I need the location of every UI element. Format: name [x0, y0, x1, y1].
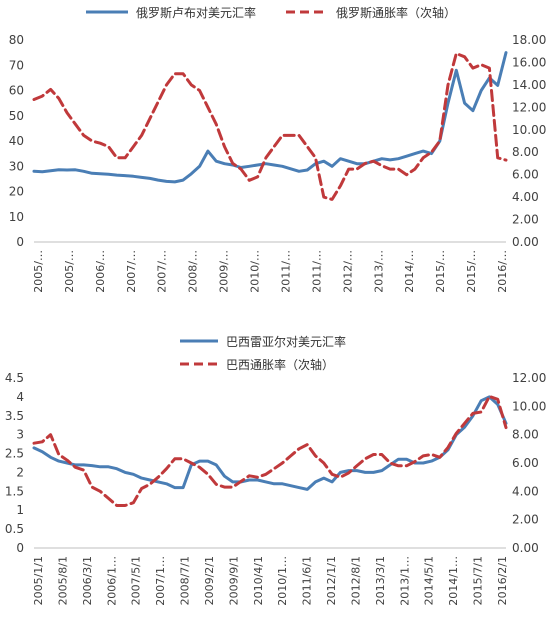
left-tick-label: 2.5 [5, 447, 24, 461]
right-tick-label: 0.00 [512, 541, 539, 555]
left-tick-label: 50 [9, 109, 24, 123]
x-tick-label: 2007/… [125, 250, 138, 293]
x-tick-label: 2005/8/1 [56, 556, 69, 605]
x-tick-label: 2012/… [341, 250, 354, 293]
right-tick-label: 18.00 [512, 33, 546, 47]
x-tick-label: 2006/1… [105, 556, 118, 606]
left-tick-label: 80 [9, 33, 24, 47]
x-tick-label: 2005/1/1 [32, 556, 45, 605]
x-tick-label: 2008/7/1 [179, 556, 192, 605]
legend-label-ruble: 俄罗斯卢布对美元汇率 [136, 5, 256, 20]
x-tick-label: 2009/9/1 [227, 556, 240, 605]
left-tick-label: 1.5 [5, 484, 24, 498]
left-tick-label: 10 [9, 210, 24, 224]
left-tick-label: 4 [16, 390, 24, 404]
x-tick-label: 2012/1/1 [325, 556, 338, 605]
x-tick-label: 2007/5/1 [130, 556, 143, 605]
inflation-line [32, 52, 508, 201]
right-tick-label: 10.00 [512, 399, 546, 413]
right-tick-label: 6.00 [512, 456, 539, 470]
x-tick-label: 2013/1… [398, 556, 411, 606]
x-axis-ticks: 2005/… 2005/… 2006/… 2007/… 2007/… 2008/… 2009… [32, 241, 509, 293]
right-tick-label: 4.00 [512, 190, 539, 204]
x-tick-label: 2011/… [310, 250, 323, 293]
x-tick-label: 2007/1… [154, 556, 167, 606]
x-tick-label: 2009/2/1 [203, 556, 216, 605]
right-tick-label: 2.00 [512, 213, 539, 227]
series-lines [32, 394, 508, 507]
right-tick-label: 12.00 [512, 371, 546, 385]
left-axis-ticks: 0 0.5 1 1.5 2 2.5 3 3.5 4 4.5 [5, 371, 24, 555]
x-tick-label: 2015/… [465, 250, 478, 293]
left-tick-label: 60 [9, 84, 24, 98]
x-tick-label: 2013/… [372, 250, 385, 293]
left-tick-label: 70 [9, 58, 24, 72]
legend-label-brazil-inflation: 巴西通胀率（次轴） [226, 357, 334, 372]
x-tick-label: 2016/… [496, 250, 509, 293]
x-tick-label: 2011/… [279, 250, 292, 293]
x-tick-label: 2009/… [218, 250, 231, 293]
left-tick-label: 0 [16, 541, 24, 555]
left-tick-label: 0.5 [5, 522, 24, 536]
left-tick-label: 30 [9, 159, 24, 173]
right-tick-label: 12.00 [512, 100, 546, 114]
brazil-chart: 巴西雷亚尔对美元汇率 巴西通胀率（次轴） 0 0.5 1 1.5 2 2.5 3 3.5 4 4.… [5, 334, 546, 606]
legend: 巴西雷亚尔对美元汇率 巴西通胀率（次轴） [180, 334, 346, 372]
right-tick-label: 4.00 [512, 484, 539, 498]
right-tick-label: 0.00 [512, 235, 539, 249]
legend: 俄罗斯卢布对美元汇率 俄罗斯通胀率（次轴） [86, 5, 456, 20]
x-tick-label: 2006/3/1 [81, 556, 94, 605]
legend-label-real: 巴西雷亚尔对美元汇率 [226, 334, 346, 349]
x-tick-label: 2010/1… [276, 556, 289, 606]
x-tick-label: 2016/2/1 [496, 556, 509, 605]
series-lines [32, 51, 508, 201]
fx-rate-line [32, 51, 508, 184]
x-tick-label: 2010/4/1 [252, 556, 265, 605]
x-tick-label: 2014/1… [447, 556, 460, 606]
right-tick-label: 2.00 [512, 513, 539, 527]
x-tick-label: 2006/… [94, 250, 107, 293]
left-axis-ticks: 0 10 20 30 40 50 60 70 80 [9, 33, 24, 249]
left-tick-label: 20 [9, 185, 24, 199]
x-tick-label: 2013/3/1 [374, 556, 387, 605]
right-tick-label: 8.00 [512, 145, 539, 159]
legend-label-russia-inflation: 俄罗斯通胀率（次轴） [336, 5, 456, 20]
right-axis-ticks: 0.00 2.00 4.00 6.00 8.00 10.00 12.00 [512, 371, 546, 555]
right-tick-label: 10.00 [512, 123, 546, 137]
x-tick-label: 2007/… [156, 250, 169, 293]
fx-rate-line [32, 395, 508, 491]
x-tick-label: 2010/… [249, 250, 262, 293]
right-tick-label: 6.00 [512, 168, 539, 182]
x-tick-label: 2015/… [434, 250, 447, 293]
left-tick-label: 2 [16, 465, 24, 479]
x-tick-label: 2005/… [63, 250, 76, 293]
right-tick-label: 14.00 [512, 78, 546, 92]
right-tick-label: 16.00 [512, 55, 546, 69]
left-tick-label: 3.5 [5, 409, 24, 423]
inflation-line [32, 394, 508, 507]
x-tick-label: 2014/… [403, 250, 416, 293]
left-tick-label: 0 [16, 235, 24, 249]
x-tick-label: 2012/8/1 [349, 556, 362, 605]
x-tick-label: 2014/5/1 [423, 556, 436, 605]
right-tick-label: 8.00 [512, 428, 539, 442]
x-axis-ticks: 2005/1/1 2005/8/1 2006/3/1 2006/1… 2007/5/1 2… [32, 547, 509, 606]
left-tick-label: 1 [16, 503, 24, 517]
x-tick-label: 2008/… [187, 250, 200, 293]
x-tick-label: 2005/… [32, 250, 45, 293]
right-axis-ticks: 0.00 2.00 4.00 6.00 8.00 10.00 12.00 14.00 16.00… [512, 33, 546, 249]
left-tick-label: 3 [16, 428, 24, 442]
x-tick-label: 2011/6/1 [301, 556, 314, 605]
russia-chart: 俄罗斯卢布对美元汇率 俄罗斯通胀率（次轴） 01020304050607080 … [9, 5, 547, 293]
left-tick-label: 40 [9, 134, 24, 148]
left-tick-label: 4.5 [5, 371, 24, 385]
x-tick-label: 2015/7/1 [472, 556, 485, 605]
